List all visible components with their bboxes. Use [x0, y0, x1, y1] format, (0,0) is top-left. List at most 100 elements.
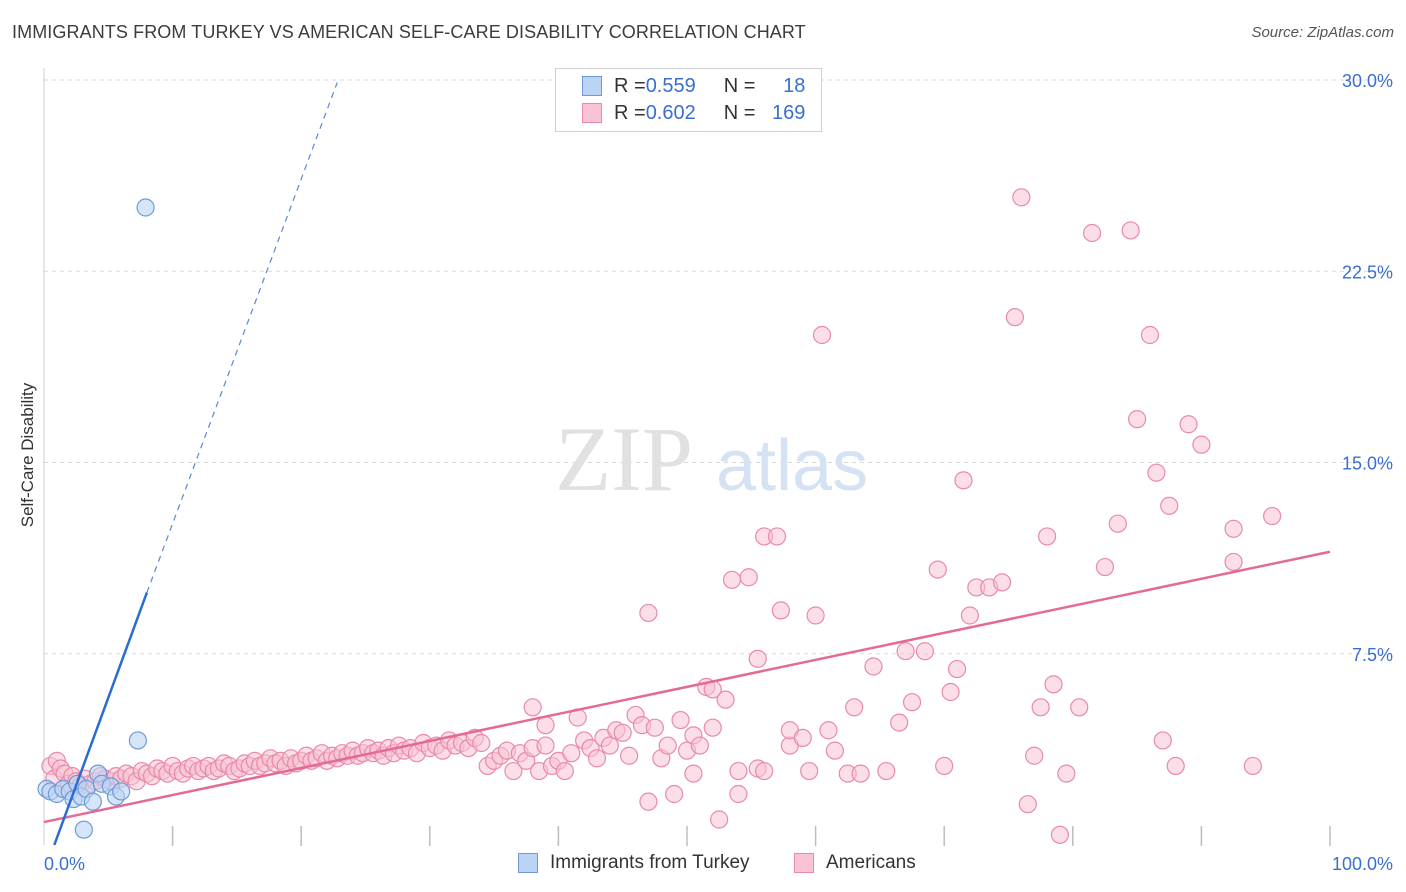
americans-point [562, 744, 581, 763]
americans-point [819, 721, 838, 740]
americans-point [954, 471, 973, 490]
legend-swatch-turkey [518, 853, 538, 873]
turkey-trend-line [53, 592, 149, 846]
americans-point [928, 560, 947, 579]
americans-point [716, 690, 735, 709]
americans-point [825, 741, 844, 760]
americans-point [1095, 557, 1115, 577]
americans-points [41, 188, 1282, 844]
americans-point [1082, 223, 1102, 243]
americans-point [935, 756, 954, 776]
legend-item-turkey[interactable]: Immigrants from Turkey [518, 852, 750, 874]
americans-point [645, 718, 664, 737]
americans-point [947, 659, 967, 679]
americans-point [639, 603, 658, 623]
americans-point [1057, 764, 1076, 783]
n-value: 18 [783, 74, 806, 97]
americans-point [684, 764, 703, 783]
americans-point [523, 698, 542, 717]
americans-point [755, 761, 774, 781]
americans-point [1012, 188, 1031, 207]
n-label: N = [723, 74, 756, 97]
americans-point [941, 682, 960, 702]
americans-point [1179, 415, 1198, 434]
americans-point [620, 746, 639, 765]
americans-point [639, 792, 658, 811]
americans-swatch [582, 103, 602, 123]
americans-point [915, 642, 935, 661]
americans-point [793, 728, 812, 748]
turkey-point [112, 782, 131, 801]
americans-point [1160, 496, 1179, 515]
series-legend: Immigrants from Turkey Americans [0, 852, 1406, 878]
trend-lines [43, 82, 1331, 846]
americans-point [1140, 325, 1160, 345]
americans-point [960, 606, 980, 625]
turkey-point [136, 198, 155, 217]
americans-point [658, 736, 677, 755]
legend-item-americans[interactable]: Americans [794, 852, 916, 874]
americans-point [896, 642, 915, 661]
americans-point [1050, 825, 1070, 844]
americans-point [613, 723, 632, 742]
americans-point [587, 749, 607, 768]
americans-point [1025, 746, 1044, 765]
americans-point [902, 693, 922, 712]
x-tick-label: 100.0% [1332, 854, 1393, 874]
turkey-points [37, 198, 155, 839]
y-tick-label: 7.5% [1352, 645, 1393, 665]
americans-point [890, 713, 909, 732]
americans-point [1044, 675, 1063, 694]
americans-point [739, 568, 758, 587]
n-value: 169 [772, 101, 806, 124]
stats-row-turkey: R = 0.559 N = 18 [582, 73, 805, 99]
americans-point [1192, 435, 1211, 454]
americans-point [1127, 410, 1147, 429]
x-tick-label: 0.0% [44, 854, 85, 874]
americans-point [748, 649, 767, 668]
y-tick-label: 22.5% [1342, 262, 1393, 282]
turkey-point [128, 731, 147, 750]
americans-point [1037, 527, 1057, 546]
americans-point [1121, 221, 1140, 240]
r-label: R = [614, 74, 646, 97]
turkey-swatch [582, 76, 602, 96]
americans-point [1243, 756, 1262, 776]
americans-trend-line [43, 550, 1331, 824]
americans-point [1108, 514, 1127, 533]
r-label: R = [614, 101, 646, 124]
americans-point [1005, 308, 1025, 327]
americans-point [722, 570, 742, 589]
americans-point [1224, 552, 1243, 572]
americans-point [864, 657, 883, 676]
y-tick-label: 30.0% [1342, 71, 1393, 91]
americans-point [703, 718, 722, 737]
americans-point [812, 325, 832, 345]
americans-point [600, 736, 619, 755]
tick-labels: 7.5% 15.0% 22.5% 30.0% 0.0% 100.0% [44, 71, 1393, 874]
americans-point [1224, 519, 1243, 538]
chart-title: IMMIGRANTS FROM TURKEY VS AMERICAN SELF-… [12, 22, 806, 42]
americans-point [1166, 756, 1185, 776]
watermark-zip: ZIP [555, 408, 693, 510]
americans-point [729, 784, 748, 804]
watermark-atlas: atlas [716, 426, 868, 506]
americans-point [806, 606, 825, 625]
americans-point [536, 716, 555, 735]
americans-point [992, 573, 1012, 592]
turkey-trend-extension [146, 82, 338, 593]
americans-point [771, 601, 790, 620]
americans-point [555, 761, 574, 781]
americans-point [690, 736, 709, 755]
americans-point [851, 764, 870, 783]
americans-point [877, 761, 896, 781]
source-label: Source: ZipAtlas.com [1251, 24, 1394, 41]
americans-point [1153, 731, 1172, 750]
americans-point [767, 527, 787, 546]
americans-point [729, 761, 748, 781]
americans-point [800, 761, 819, 781]
stats-row-americans: R = 0.602 N = 169 [582, 100, 805, 126]
americans-point [665, 784, 684, 804]
turkey-point [74, 820, 93, 839]
